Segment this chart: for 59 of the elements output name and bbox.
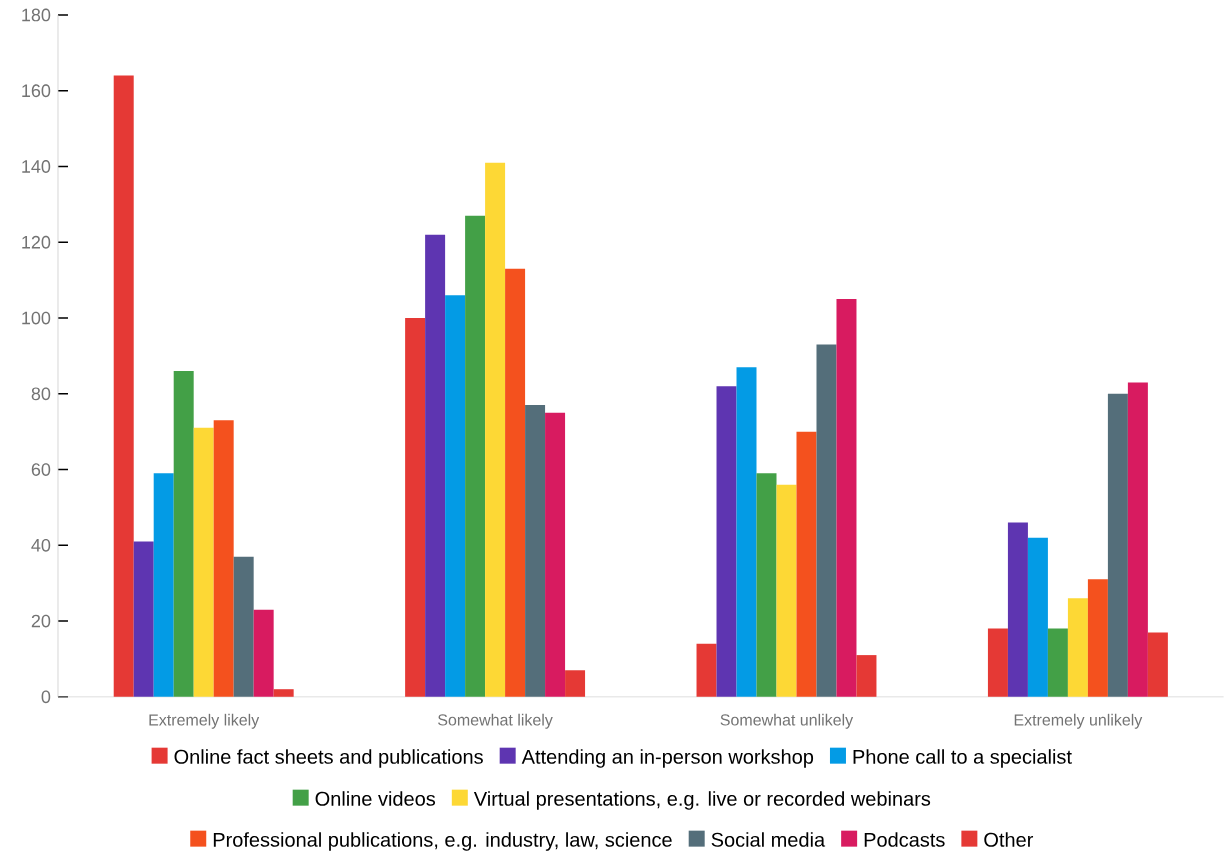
x-tick-label: Extremely unlikely xyxy=(1014,713,1143,729)
bar xyxy=(987,628,1008,697)
bar xyxy=(836,299,857,697)
bar xyxy=(405,318,426,697)
y-tick-label: 160 xyxy=(22,84,51,98)
bar xyxy=(1027,537,1048,697)
bar xyxy=(1107,393,1128,697)
bar xyxy=(1127,382,1148,697)
y-tick-label: 180 xyxy=(22,8,51,22)
bar xyxy=(565,670,586,697)
x-tick-label: Somewhat unlikely xyxy=(720,713,854,729)
legend-label: Attending an in-person workshop xyxy=(521,749,814,768)
legend-label: Social media xyxy=(711,832,826,847)
bar xyxy=(273,689,294,697)
bar xyxy=(233,556,254,697)
bar xyxy=(485,162,506,697)
y-tick-label: 20 xyxy=(31,614,51,628)
bar xyxy=(445,295,466,697)
bar xyxy=(1067,598,1088,697)
x-tick-label: Extremely likely xyxy=(149,713,260,729)
legend-label: Phone call to a specialist xyxy=(853,749,1072,768)
legend-label: Online fact sheets and publications xyxy=(174,749,483,768)
bar xyxy=(1047,628,1068,697)
bar xyxy=(253,609,274,697)
bar xyxy=(716,386,737,697)
bar xyxy=(1007,522,1028,697)
legend-label: Podcasts xyxy=(864,832,945,847)
bar xyxy=(1087,579,1108,697)
legend-label: Other xyxy=(984,832,1034,847)
bar xyxy=(193,427,214,697)
bar xyxy=(525,405,546,697)
bar xyxy=(736,367,757,697)
y-tick-label: 60 xyxy=(31,463,51,477)
bar xyxy=(213,420,234,697)
bar xyxy=(465,215,486,697)
y-tick-label: 120 xyxy=(22,236,51,249)
y-tick-label: 40 xyxy=(31,539,51,552)
bar xyxy=(796,431,817,697)
y-tick-label: 80 xyxy=(31,387,51,401)
legend-label: Virtual presentations, e.g. live or recorded webinars xyxy=(473,791,931,810)
y-tick-label: 140 xyxy=(22,160,51,174)
bar xyxy=(816,344,837,697)
bar xyxy=(545,412,566,697)
bar xyxy=(173,371,194,697)
y-tick-label: 0 xyxy=(41,690,51,704)
bar xyxy=(153,473,174,697)
bar xyxy=(856,655,877,697)
bar xyxy=(776,484,797,697)
bar xyxy=(696,643,717,697)
bar xyxy=(425,234,446,697)
y-tick-label: 100 xyxy=(22,311,51,325)
legend-label: Online videos xyxy=(315,791,436,806)
bar xyxy=(1147,632,1168,697)
bar xyxy=(113,75,134,697)
bar xyxy=(756,473,777,697)
x-tick-label: Somewhat likely xyxy=(438,713,553,729)
bar xyxy=(133,541,154,697)
legend-label: Professional publications, e.g. industry, law, science xyxy=(213,832,672,851)
bar xyxy=(505,268,526,697)
